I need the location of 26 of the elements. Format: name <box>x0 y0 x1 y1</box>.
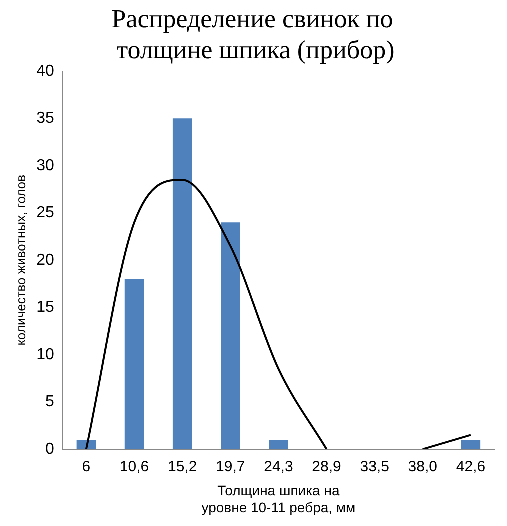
chart-title: Распределение свинок по толщине шпика (прибор) <box>110 4 395 65</box>
x-tick-label: 33,5 <box>360 458 390 476</box>
x-tick-label: 6 <box>82 458 91 476</box>
bar <box>124 279 144 450</box>
bar <box>461 440 481 450</box>
y-tick-label: 15 <box>36 299 54 316</box>
y-tick-label: 25 <box>36 204 54 222</box>
x-tick-label: 38,0 <box>408 458 438 476</box>
x-tick-label: 24,3 <box>264 458 294 476</box>
y-tick-label: 20 <box>36 252 54 269</box>
y-tick-label: 10 <box>36 346 54 364</box>
bar <box>269 440 288 450</box>
y-tick-label: 35 <box>36 110 54 128</box>
y-tick-label: 5 <box>45 394 54 411</box>
x-tick-label: 19,7 <box>216 458 246 476</box>
bar <box>221 222 240 450</box>
x-axis-title: Толщина шпика на уровне 10-11 ребра, мм <box>202 482 356 516</box>
y-tick-label: 40 <box>36 62 54 80</box>
bar <box>172 118 192 450</box>
y-tick-label: 0 <box>45 440 54 458</box>
x-tick-label: 15,2 <box>168 458 198 476</box>
x-tick-label: 42,6 <box>456 458 486 476</box>
x-tick-label: 10,6 <box>120 458 150 476</box>
x-tick-label: 28,9 <box>312 458 342 476</box>
y-tick-label: 30 <box>36 157 54 174</box>
y-axis-title: количество животных, голов <box>13 174 28 346</box>
